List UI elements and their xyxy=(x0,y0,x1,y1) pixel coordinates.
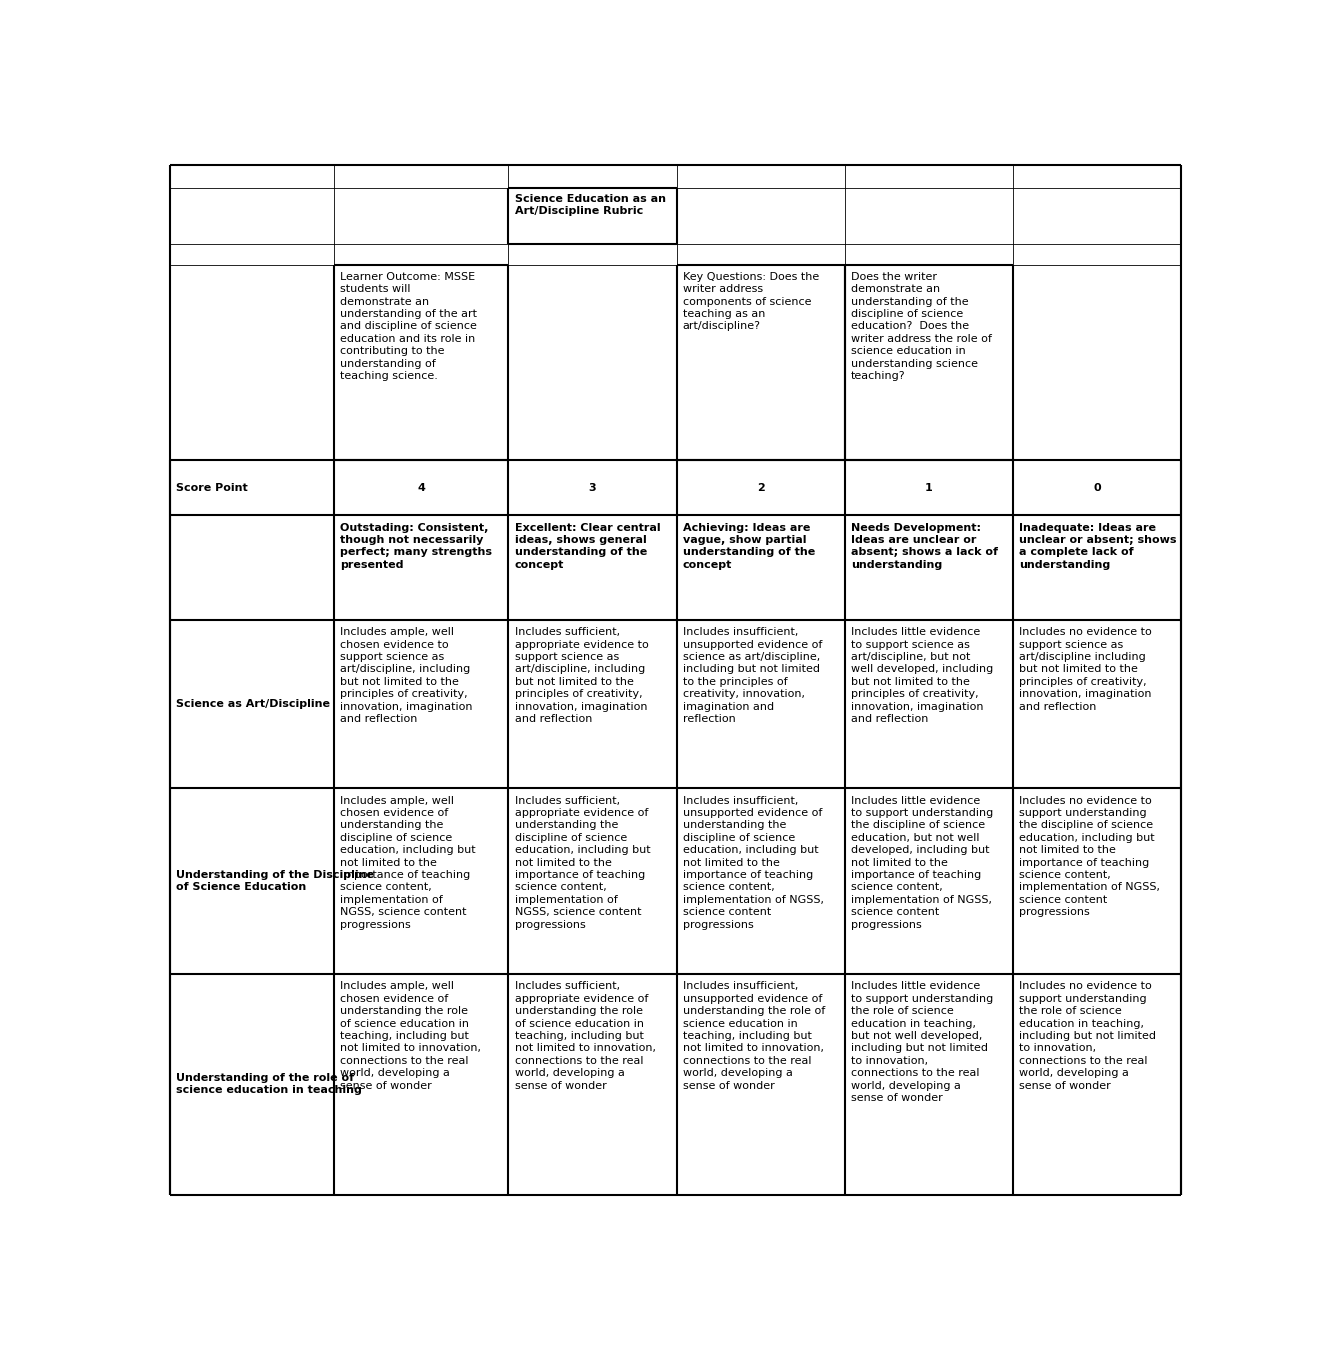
Text: Includes no evidence to
support understanding
the role of science
education in t: Includes no evidence to support understa… xyxy=(1019,981,1156,1090)
Text: Includes little evidence
to support understanding
the role of science
education : Includes little evidence to support unde… xyxy=(851,981,994,1102)
Text: Includes little evidence
to support science as
art/discipline, but not
well deve: Includes little evidence to support scie… xyxy=(851,627,994,724)
Text: 3: 3 xyxy=(589,482,596,493)
Text: Does the writer
demonstrate an
understanding of the
discipline of science
educat: Does the writer demonstrate an understan… xyxy=(851,272,991,381)
Text: Includes no evidence to
support understanding
the discipline of science
educatio: Includes no evidence to support understa… xyxy=(1019,795,1160,917)
Text: Includes sufficient,
appropriate evidence of
understanding the
discipline of sci: Includes sufficient, appropriate evidenc… xyxy=(514,795,650,930)
Text: Includes little evidence
to support understanding
the discipline of science
educ: Includes little evidence to support unde… xyxy=(851,795,994,930)
Text: Includes ample, well
chosen evidence of
understanding the
discipline of science
: Includes ample, well chosen evidence of … xyxy=(340,795,476,930)
Text: Includes insufficient,
unsupported evidence of
science as art/discipline,
includ: Includes insufficient, unsupported evide… xyxy=(683,627,822,724)
Text: 2: 2 xyxy=(757,482,764,493)
Text: Includes insufficient,
unsupported evidence of
understanding the
discipline of s: Includes insufficient, unsupported evide… xyxy=(683,795,824,930)
Text: Includes sufficient,
appropriate evidence of
understanding the role
of science e: Includes sufficient, appropriate evidenc… xyxy=(514,981,655,1090)
Text: Excellent: Clear central
ideas, shows general
understanding of the
concept: Excellent: Clear central ideas, shows ge… xyxy=(514,522,660,569)
Text: Achieving: Ideas are
vague, show partial
understanding of the
concept: Achieving: Ideas are vague, show partial… xyxy=(683,522,815,569)
Text: Inadequate: Ideas are
unclear or absent; shows
a complete lack of
understanding: Inadequate: Ideas are unclear or absent;… xyxy=(1019,522,1177,569)
Text: Understanding of the role of
science education in teaching: Understanding of the role of science edu… xyxy=(177,1074,362,1096)
Text: Key Questions: Does the
writer address
components of science
teaching as an
art/: Key Questions: Does the writer address c… xyxy=(683,272,818,331)
Text: Outstading: Consistent,
though not necessarily
perfect; many strengths
presented: Outstading: Consistent, though not neces… xyxy=(340,522,492,569)
Text: Learner Outcome: MSSE
students will
demonstrate an
understanding of the art
and : Learner Outcome: MSSE students will demo… xyxy=(340,272,477,381)
Text: Includes ample, well
chosen evidence of
understanding the role
of science educat: Includes ample, well chosen evidence of … xyxy=(340,981,481,1090)
Text: 4: 4 xyxy=(416,482,424,493)
Text: Needs Development:
Ideas are unclear or
absent; shows a lack of
understanding: Needs Development: Ideas are unclear or … xyxy=(851,522,998,569)
Text: Understanding of the Discipline
of Science Education: Understanding of the Discipline of Scien… xyxy=(177,871,374,892)
Text: Includes insufficient,
unsupported evidence of
understanding the role of
science: Includes insufficient, unsupported evide… xyxy=(683,981,825,1090)
Text: Includes sufficient,
appropriate evidence to
support science as
art/discipline, : Includes sufficient, appropriate evidenc… xyxy=(514,627,648,724)
Text: Score Point: Score Point xyxy=(177,482,248,493)
Text: Includes no evidence to
support science as
art/discipline including
but not limi: Includes no evidence to support science … xyxy=(1019,627,1152,712)
Text: Science as Art/Discipline: Science as Art/Discipline xyxy=(177,699,330,709)
Text: 1: 1 xyxy=(925,482,933,493)
Text: Science Education as an
Art/Discipline Rubric: Science Education as an Art/Discipline R… xyxy=(514,194,666,217)
Text: 0: 0 xyxy=(1093,482,1101,493)
Text: Includes ample, well
chosen evidence to
support science as
art/discipline, inclu: Includes ample, well chosen evidence to … xyxy=(340,627,472,724)
